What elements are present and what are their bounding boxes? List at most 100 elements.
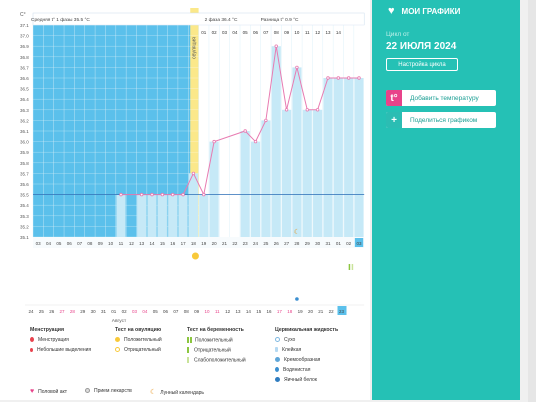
watery-icon (275, 367, 279, 373)
date-label: 14 (246, 309, 252, 314)
moon-icon: ☾ (150, 389, 157, 396)
cycle-settings-button[interactable]: Настройка цикла (386, 58, 458, 71)
date-label: 01 (111, 309, 117, 314)
temp-bar (209, 141, 219, 237)
date-label: 04 (142, 309, 148, 314)
temp-point (305, 108, 309, 112)
date-label: 24 (28, 309, 34, 314)
side-panel: ♥ МОИ ГРАФИКИ Цикл от 22 ИЮЛЯ 2024 Настро… (372, 0, 520, 400)
temp-unit: C° (20, 12, 26, 18)
day-label: 11 (119, 241, 124, 246)
dry-icon (275, 337, 280, 343)
legend-menstruation: Менструация (30, 337, 69, 343)
top-day-label: 14 (336, 30, 342, 35)
y-tick-label: 36.6 (20, 76, 29, 81)
top-day-label: 02 (212, 30, 218, 35)
chart-card: овуляция Средняя t° 1 фазы 35.5 °C 2 фаза … (0, 0, 370, 400)
date-label: 12 (225, 309, 231, 314)
temperature-chart: овуляция Средняя t° 1 фазы 35.5 °C 2 фаза … (20, 8, 365, 324)
top-day-label: 05 (243, 30, 249, 35)
legend-title-cervical-fluid: Цервикальная жидкость (275, 327, 339, 333)
date-label: 22 (329, 309, 335, 314)
y-tick-label: 36.2 (20, 118, 29, 123)
y-tick-label: 37.1 (20, 23, 29, 28)
temp-point (315, 108, 320, 112)
temp-point (202, 192, 206, 197)
temp-point (264, 118, 268, 123)
temp-point (191, 171, 196, 176)
day-label: 27 (284, 241, 290, 246)
day-label: 20 (212, 241, 218, 246)
legend-title-menstruation: Менструация (30, 327, 64, 333)
day-label: 21 (222, 241, 228, 246)
legend-ovulation-negative: Отрицательный (115, 347, 161, 353)
page-scrollbar[interactable] (528, 0, 536, 402)
day-label: 10 (108, 241, 114, 246)
cycle-label: Цикл от (386, 31, 410, 38)
pregnancy-test-icon (351, 264, 354, 270)
date-label: 31 (101, 309, 107, 314)
day-label: 25 (263, 241, 269, 246)
date-label: 09 (194, 309, 200, 314)
date-label: 11 (215, 309, 220, 314)
date-label: 10 (204, 309, 210, 314)
temp-point (160, 192, 165, 197)
temp-bar (178, 194, 188, 237)
temp-bar (323, 78, 333, 237)
day-label: 29 (305, 241, 311, 246)
y-tick-label: 36.0 (20, 140, 29, 145)
temp-bar (333, 78, 343, 237)
cervical-fluid-icon (295, 297, 299, 301)
weak-bar-icon (187, 357, 189, 363)
temp-point (139, 192, 144, 197)
y-tick-label: 35.3 (20, 214, 29, 219)
current-day-marker (354, 238, 364, 247)
heart-icon: ♥ (388, 5, 395, 17)
temp-bar (261, 120, 271, 237)
nav-my-charts[interactable]: ♥ МОИ ГРАФИКИ (388, 5, 461, 17)
phase2-avg: 2 фаза 36.4 °C (205, 17, 238, 23)
double-bar-icon (187, 337, 192, 343)
small-drop-icon (30, 347, 33, 352)
legend-pregnancy-negative: Отрицательный (187, 347, 231, 353)
day-label: 06 (67, 241, 73, 246)
temp-point (284, 108, 289, 112)
day-label: 01 (336, 241, 342, 246)
temp-point (119, 192, 123, 197)
day-label: 02 (346, 241, 352, 246)
day-label: 08 (87, 241, 93, 246)
date-label: 17 (277, 309, 283, 314)
y-tick-label: 35.7 (20, 171, 29, 176)
day-label: 31 (325, 241, 331, 246)
y-tick-label: 35.6 (20, 182, 29, 187)
day-label: 03 (357, 241, 363, 246)
temp-bar (147, 194, 157, 237)
day-label: 05 (56, 241, 62, 246)
temp-point (243, 129, 247, 133)
day-label: 07 (77, 241, 83, 246)
temp-point (326, 76, 330, 80)
creamy-icon (275, 357, 280, 363)
day-label: 19 (201, 241, 207, 246)
legend-pregnancy-weak: Слабоположительный (187, 357, 246, 363)
add-temperature-button[interactable]: t° Добавить температуру (386, 90, 496, 106)
day-label: 28 (294, 241, 300, 246)
y-tick-label: 36.1 (20, 129, 29, 134)
day-label: 18 (191, 241, 197, 246)
share-chart-button[interactable]: + Поделиться графиком (386, 112, 496, 128)
pregnancy-test-icon (348, 264, 351, 270)
empty-circle-icon (115, 347, 120, 353)
top-day-label: 11 (305, 30, 310, 35)
date-label: 03 (132, 309, 138, 314)
legend-egg-white: Яичный белок (275, 377, 317, 383)
day-axis (33, 237, 365, 248)
temp-bar (137, 194, 147, 237)
y-tick-label: 35.5 (20, 193, 29, 198)
y-tick-label: 35.2 (20, 224, 29, 229)
legend-spotting: Небольшие выделения (30, 347, 91, 353)
day-label: 03 (36, 241, 42, 246)
y-tick-label: 35.1 (20, 235, 29, 240)
day-label: 24 (253, 241, 259, 246)
y-tick-label: 37.0 (20, 34, 29, 39)
day-label: 17 (181, 241, 187, 246)
